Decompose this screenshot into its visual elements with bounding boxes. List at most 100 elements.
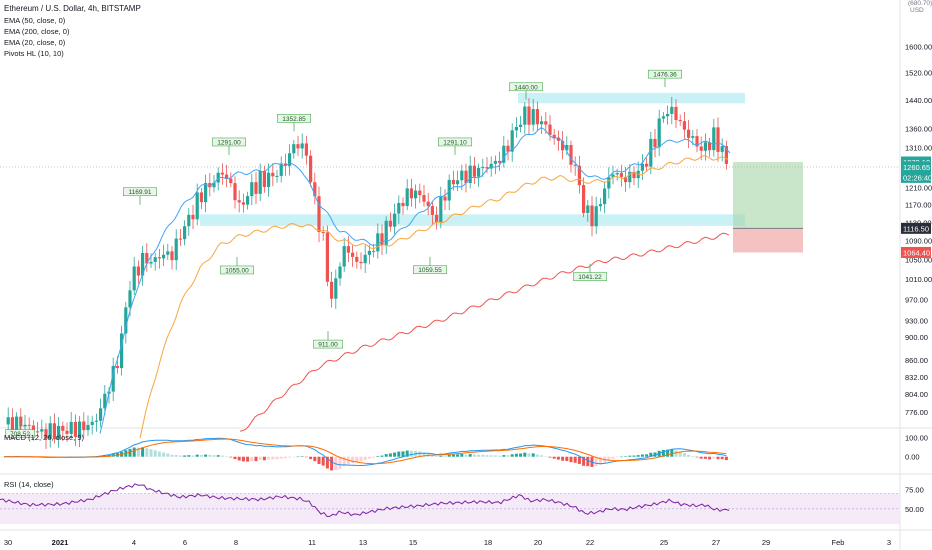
- candle-up[interactable]: [666, 113, 670, 117]
- candle-down[interactable]: [359, 261, 363, 264]
- candle-down[interactable]: [573, 164, 577, 166]
- candle-down[interactable]: [220, 172, 224, 175]
- candle-up[interactable]: [153, 257, 157, 262]
- candle-down[interactable]: [61, 425, 65, 431]
- candle-up[interactable]: [649, 138, 653, 167]
- candle-down[interactable]: [241, 202, 245, 205]
- candle-up[interactable]: [615, 173, 619, 175]
- candle-down[interactable]: [556, 137, 560, 141]
- candle-up[interactable]: [703, 142, 707, 151]
- candle-down[interactable]: [569, 144, 573, 165]
- candle-up[interactable]: [57, 425, 61, 440]
- candle-up[interactable]: [611, 174, 615, 178]
- candle-up[interactable]: [69, 421, 73, 434]
- candle-down[interactable]: [695, 136, 699, 147]
- candle-down[interactable]: [674, 106, 678, 120]
- candle-up[interactable]: [86, 424, 90, 431]
- candle-down[interactable]: [296, 144, 300, 149]
- candle-down[interactable]: [582, 185, 586, 214]
- candle-up[interactable]: [23, 424, 27, 427]
- candle-down[interactable]: [443, 196, 447, 201]
- candle-down[interactable]: [409, 188, 413, 199]
- candle-down[interactable]: [535, 109, 539, 125]
- candle-down[interactable]: [10, 417, 14, 430]
- candle-down[interactable]: [31, 425, 35, 432]
- candle-down[interactable]: [199, 192, 203, 203]
- candle-up[interactable]: [565, 144, 569, 151]
- candle-up[interactable]: [183, 226, 187, 240]
- candle-up[interactable]: [384, 220, 388, 245]
- candle-down[interactable]: [552, 134, 556, 138]
- candle-down[interactable]: [191, 214, 195, 220]
- candle-up[interactable]: [94, 420, 98, 422]
- candle-down[interactable]: [271, 172, 275, 177]
- candle-up[interactable]: [103, 393, 107, 409]
- candle-up[interactable]: [477, 168, 481, 177]
- candle-up[interactable]: [258, 171, 262, 194]
- candle-down[interactable]: [178, 238, 182, 240]
- candle-up[interactable]: [128, 290, 132, 308]
- candle-up[interactable]: [540, 121, 544, 125]
- candle-down[interactable]: [544, 121, 548, 125]
- candle-up[interactable]: [166, 251, 170, 255]
- candle-down[interactable]: [317, 196, 321, 233]
- candle-down[interactable]: [548, 124, 552, 135]
- candle-up[interactable]: [514, 126, 518, 131]
- candle-up[interactable]: [661, 116, 665, 119]
- candle-up[interactable]: [187, 214, 191, 227]
- candle-down[interactable]: [716, 127, 720, 152]
- candle-up[interactable]: [510, 130, 514, 152]
- candle-down[interactable]: [313, 182, 317, 197]
- candle-up[interactable]: [288, 153, 292, 166]
- candle-down[interactable]: [283, 163, 287, 166]
- candle-up[interactable]: [141, 252, 145, 276]
- candle-down[interactable]: [577, 165, 581, 186]
- candle-down[interactable]: [351, 252, 355, 257]
- candle-down[interactable]: [401, 202, 405, 207]
- candle-down[interactable]: [321, 232, 325, 234]
- candle-up[interactable]: [598, 204, 602, 207]
- candle-down[interactable]: [262, 171, 266, 188]
- candle-down[interactable]: [136, 266, 140, 276]
- candle-up[interactable]: [120, 333, 124, 369]
- candle-down[interactable]: [237, 200, 241, 203]
- candle-down[interactable]: [309, 155, 313, 183]
- candle-down[interactable]: [330, 281, 334, 299]
- candle-up[interactable]: [246, 196, 250, 205]
- candle-up[interactable]: [132, 266, 136, 291]
- candle-down[interactable]: [687, 129, 691, 138]
- candle-up[interactable]: [292, 144, 296, 154]
- candle-down[interactable]: [527, 106, 531, 125]
- candle-up[interactable]: [267, 172, 271, 188]
- candle-up[interactable]: [216, 172, 220, 183]
- candle-up[interactable]: [439, 196, 443, 223]
- candle-down[interactable]: [632, 171, 636, 179]
- candle-down[interactable]: [506, 145, 510, 152]
- candle-down[interactable]: [619, 173, 623, 177]
- candle-down[interactable]: [73, 421, 77, 437]
- candle-up[interactable]: [603, 188, 607, 205]
- candle-up[interactable]: [586, 205, 590, 214]
- candle-up[interactable]: [6, 417, 10, 425]
- candle-down[interactable]: [346, 246, 350, 253]
- candle-down[interactable]: [355, 256, 359, 262]
- candle-up[interactable]: [124, 307, 128, 334]
- candle-down[interactable]: [27, 424, 31, 426]
- candle-down[interactable]: [498, 160, 502, 163]
- candle-down[interactable]: [170, 251, 174, 261]
- candle-up[interactable]: [367, 250, 371, 255]
- candle-down[interactable]: [115, 365, 119, 369]
- candle-down[interactable]: [464, 170, 468, 184]
- candle-up[interactable]: [460, 170, 464, 181]
- candle-up[interactable]: [99, 408, 103, 421]
- candle-up[interactable]: [300, 143, 304, 149]
- candle-down[interactable]: [254, 182, 258, 194]
- candle-down[interactable]: [561, 140, 565, 151]
- candle-up[interactable]: [90, 421, 94, 425]
- candle-up[interactable]: [670, 106, 674, 114]
- candle-up[interactable]: [195, 192, 199, 220]
- candle-down[interactable]: [426, 201, 430, 207]
- candle-down[interactable]: [65, 430, 69, 434]
